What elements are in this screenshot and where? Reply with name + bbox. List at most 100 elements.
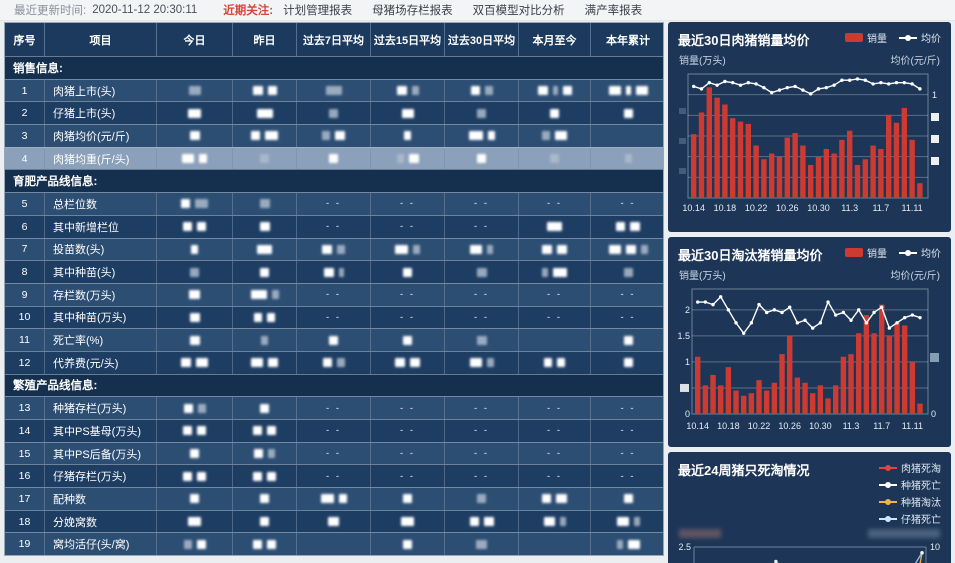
report-link[interactable]: 满产率报表 xyxy=(584,5,643,17)
redacted-value xyxy=(267,471,276,481)
legend-item[interactable]: 均价 xyxy=(899,30,941,45)
redacted-tick xyxy=(679,108,686,114)
redacted-value xyxy=(197,222,206,232)
value-cell xyxy=(591,329,665,351)
legend-label: 仔猪死亡 xyxy=(901,515,941,526)
report-link[interactable]: 计划管理报表 xyxy=(283,5,353,17)
redacted-value xyxy=(322,358,332,368)
no-data-value: - - xyxy=(326,311,341,323)
redacted-value xyxy=(189,335,200,345)
legend-item[interactable]: 销量 xyxy=(845,30,887,45)
sales-bar xyxy=(839,139,845,198)
row-number: 17 xyxy=(5,488,45,510)
redacted-value xyxy=(322,244,332,254)
redacted-value xyxy=(260,403,269,413)
topbar: 最近更新时间: 2020-11-12 20:30:11 近期关注: 计划管理报表… xyxy=(0,0,955,21)
table-row[interactable]: 6 其中新增栏位 - - - - - - xyxy=(5,214,663,238)
no-data-value: - - xyxy=(400,198,415,210)
sales-bar xyxy=(909,139,915,198)
legend-line-dot-icon xyxy=(879,464,897,472)
redacted-value xyxy=(268,358,278,368)
no-data-value: - - xyxy=(400,402,415,414)
value-cell xyxy=(445,125,519,147)
sales-bar xyxy=(764,390,770,414)
legend-item[interactable]: 均价 xyxy=(899,245,941,260)
report-link[interactable]: 双百模型对比分析 xyxy=(472,5,565,17)
legend-item[interactable]: 销量 xyxy=(845,245,887,260)
value-cell xyxy=(371,238,445,261)
value-cell xyxy=(157,420,233,442)
column-header: 过去30日平均 xyxy=(445,23,519,56)
table-row[interactable]: 2 仔猪上市(头) xyxy=(5,101,663,125)
table-row[interactable]: 14 其中PS基母(万头) - - - - - - - - - - xyxy=(5,419,663,442)
legend-item[interactable]: 种猪死亡 xyxy=(879,477,941,492)
redacted-value xyxy=(484,86,493,96)
sales-bar xyxy=(909,361,916,414)
table-row[interactable]: 18 分娩窝数 xyxy=(5,509,663,533)
value-cell xyxy=(157,329,233,351)
no-data-value: - - xyxy=(474,402,489,414)
table-row[interactable]: 11 死亡率(%) xyxy=(5,328,663,351)
table-row[interactable]: 8 其中种苗(头) xyxy=(5,260,663,283)
table-row[interactable]: 13 种猪存栏(万头) - - - - - - - - - - xyxy=(5,396,663,419)
report-link[interactable]: 母猪场存栏报表 xyxy=(372,5,453,17)
x-tick-label: 10.14 xyxy=(686,421,709,431)
table-row[interactable]: 12 代养费(元/头) xyxy=(5,350,663,374)
table-row[interactable]: 3 肉猪均价(元/斤) xyxy=(5,124,663,147)
value-cell: - - xyxy=(445,465,519,488)
no-data-value: - - xyxy=(326,448,341,460)
sales-bar xyxy=(802,382,808,414)
value-cell: - - xyxy=(371,193,445,215)
redacted-tick xyxy=(679,138,686,144)
table-row[interactable]: 16 仔猪存栏(万头) - - - - - - - - - - xyxy=(5,464,663,488)
value-cell xyxy=(371,102,445,125)
row-label: 分娩窝数 xyxy=(45,510,157,533)
row-label: 配种数 xyxy=(45,488,157,510)
no-data-value: - - xyxy=(400,311,415,323)
legend-item[interactable]: 种猪淘汰 xyxy=(879,494,941,509)
legend-label: 肉猪死淘 xyxy=(901,464,941,475)
redacted-value xyxy=(542,131,550,141)
no-data-value: - - xyxy=(326,289,341,301)
value-cell xyxy=(233,261,297,283)
redacted-value xyxy=(552,86,558,96)
cull-line xyxy=(919,552,923,563)
sales-bar xyxy=(761,159,767,198)
row-label: 其中种苗(头) xyxy=(45,261,157,283)
sales-bar xyxy=(800,145,806,198)
y-right-axis-label: 均价(元/斤) xyxy=(890,271,940,282)
table-row[interactable]: 5 总栏位数 - - - - - - - - - - xyxy=(5,192,663,215)
redacted-value xyxy=(253,426,262,436)
table-row[interactable]: 15 其中PS后备(万头) - - - - - - - - - - xyxy=(5,441,663,465)
report-links: 计划管理报表 母猪场存栏报表 双百模型对比分析 满产率报表 xyxy=(283,2,662,18)
table-row[interactable]: 1 肉猪上市(头) xyxy=(5,78,663,102)
legend-item[interactable]: 仔猪死亡 xyxy=(879,511,941,526)
value-cell: - - xyxy=(297,420,371,442)
sales-bar xyxy=(854,164,861,198)
value-cell: - - xyxy=(371,397,445,419)
redacted-value xyxy=(544,358,552,368)
table-row[interactable]: 10 其中种苗(万头) - - - - - - - - - - xyxy=(5,305,663,329)
redacted-value xyxy=(477,494,486,504)
redacted-value xyxy=(469,517,479,527)
no-data-value: - - xyxy=(474,470,489,482)
table-row[interactable]: 7 投苗数(头) xyxy=(5,237,663,261)
table-row[interactable]: 4 肉猪均重(斤/头) xyxy=(5,146,663,170)
sales-bar xyxy=(741,395,747,414)
table-row[interactable]: 9 存栏数(万头) - - - - - - - - - - xyxy=(5,282,663,306)
table-row[interactable]: 17 配种数 xyxy=(5,487,663,510)
table-row[interactable]: 19 窝均活仔(头/窝) xyxy=(5,532,663,556)
redacted-value xyxy=(190,267,199,277)
charts-column: 最近30日肉猪销量均价 销量 均价 销量(万头) 均价(元/斤) 10.14 10.… xyxy=(668,22,951,563)
redacted-value xyxy=(547,222,562,232)
no-data-value: - - xyxy=(474,448,489,460)
redacted-value xyxy=(190,494,199,504)
redacted-value xyxy=(259,199,270,209)
svg-text:1: 1 xyxy=(685,357,690,367)
legend-item[interactable]: 肉猪死淘 xyxy=(879,460,941,475)
row-number: 5 xyxy=(5,193,45,215)
value-cell xyxy=(157,351,233,374)
redacted-value xyxy=(623,494,633,504)
no-data-value: - - xyxy=(326,402,341,414)
redacted-value xyxy=(253,539,262,549)
